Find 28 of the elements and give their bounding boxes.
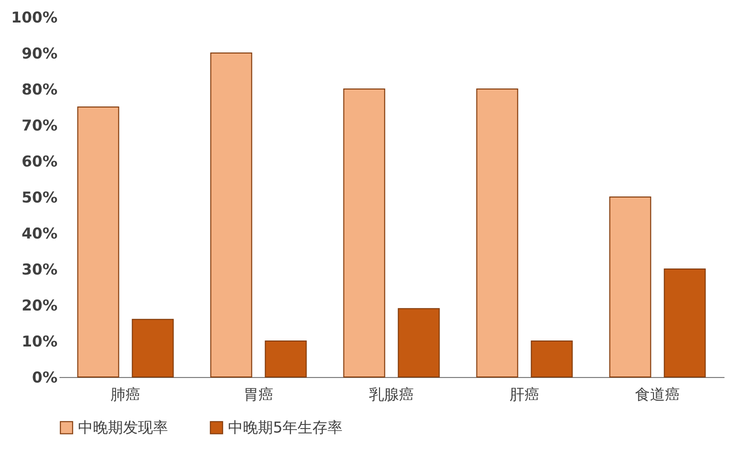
bar [77,106,120,378]
bar [132,318,174,378]
y-tick-label: 60% [22,152,58,170]
y-tick-label: 70% [22,116,58,134]
y-tick-label: 20% [22,296,58,314]
x-tick-label: 肺癌 [110,386,140,404]
bar [398,308,440,378]
y-tick-label: 90% [22,44,58,62]
x-tick-label: 肝癌 [510,386,540,404]
bar [530,340,573,378]
x-tick-label: 食道癌 [635,386,680,404]
y-tick-label: 30% [22,260,58,278]
y-tick-label: 0% [32,368,58,386]
bar [343,88,386,378]
y-tick-label: 40% [22,224,58,242]
legend-label: 中晚期5年生存率 [228,418,343,437]
y-tick-label: 50% [22,188,58,206]
x-tick-label: 胃癌 [244,386,274,404]
y-tick-label: 10% [22,332,58,350]
y-tick-label: 100% [11,8,58,26]
legend-label: 中晚期发现率 [78,418,168,437]
bar [609,196,652,378]
bar [476,88,518,378]
bar [664,268,706,378]
bar [210,52,252,378]
x-tick-label: 乳腺癌 [369,386,414,404]
bar [264,340,307,378]
y-tick-label: 80% [22,80,58,98]
